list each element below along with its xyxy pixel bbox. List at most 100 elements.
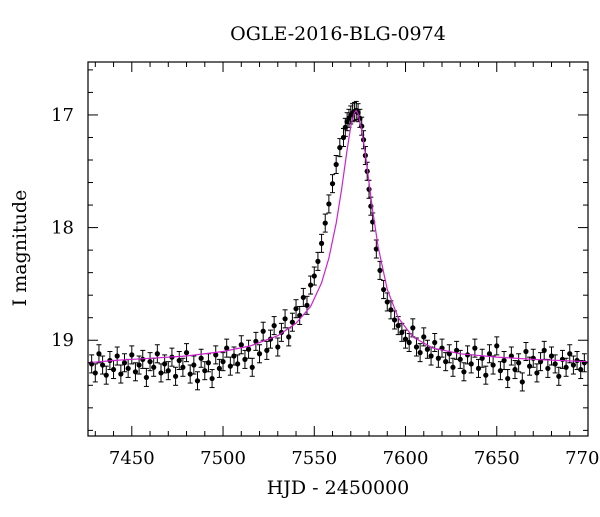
data-point bbox=[158, 363, 164, 383]
data-point bbox=[512, 360, 518, 380]
data-point bbox=[494, 336, 500, 356]
data-point bbox=[333, 155, 339, 175]
data-point bbox=[220, 352, 226, 372]
data-point bbox=[311, 266, 317, 286]
x-tick-label: 7500 bbox=[200, 448, 246, 469]
data-point bbox=[490, 355, 496, 375]
data-point bbox=[486, 344, 493, 364]
x-tick-label: 7450 bbox=[109, 448, 155, 469]
plot-frame bbox=[87, 61, 589, 437]
data-point bbox=[260, 321, 266, 341]
data-point bbox=[96, 344, 102, 364]
data-point bbox=[114, 346, 120, 366]
data-point bbox=[216, 358, 222, 378]
y-axis-ticks: 17 18 19 bbox=[51, 69, 588, 431]
data-point bbox=[508, 346, 514, 366]
data-point bbox=[537, 352, 544, 372]
data-point bbox=[110, 360, 117, 380]
data-point bbox=[191, 355, 197, 375]
data-point bbox=[424, 339, 431, 359]
data-point bbox=[129, 345, 135, 365]
data-point bbox=[293, 299, 299, 319]
data-point bbox=[132, 362, 139, 382]
data-point bbox=[235, 354, 241, 374]
data-point bbox=[497, 361, 504, 381]
data-point bbox=[439, 338, 445, 358]
data-point bbox=[103, 365, 109, 385]
data-point bbox=[545, 358, 551, 378]
data-point bbox=[224, 338, 230, 358]
data-point bbox=[516, 353, 522, 373]
data-point bbox=[275, 337, 281, 357]
data-point bbox=[443, 352, 449, 372]
data-point bbox=[399, 322, 405, 342]
data-point bbox=[118, 364, 124, 384]
x-axis-ticks: 7450 7500 7550 7600 7650 7700 bbox=[94, 62, 600, 469]
data-point bbox=[242, 349, 248, 369]
data-point bbox=[501, 351, 507, 371]
model-curve bbox=[88, 109, 588, 364]
y-tick-label: 17 bbox=[51, 105, 74, 126]
data-point bbox=[337, 138, 343, 158]
data-point bbox=[329, 174, 336, 194]
data-point bbox=[556, 366, 562, 386]
data-point bbox=[271, 316, 277, 336]
data-point bbox=[322, 213, 328, 233]
data-point bbox=[253, 331, 259, 351]
plot-area bbox=[88, 100, 588, 392]
data-point bbox=[326, 194, 332, 214]
data-point bbox=[552, 354, 558, 374]
data-point bbox=[256, 344, 263, 364]
data-point bbox=[527, 356, 533, 376]
data-point bbox=[165, 361, 171, 381]
chart-title: OGLE-2016-BLG-0974 bbox=[230, 23, 446, 45]
data-point bbox=[121, 353, 128, 373]
x-tick-label: 7700 bbox=[565, 448, 600, 469]
y-tick-label: 19 bbox=[51, 330, 74, 351]
data-point bbox=[541, 340, 547, 360]
data-point bbox=[454, 340, 460, 360]
data-point bbox=[176, 351, 182, 371]
data-point bbox=[413, 337, 420, 357]
data-point bbox=[450, 357, 456, 377]
data-point bbox=[479, 348, 485, 368]
data-point bbox=[308, 275, 314, 295]
data-point bbox=[406, 332, 412, 353]
data-point bbox=[154, 344, 160, 364]
data-point bbox=[457, 349, 463, 369]
data-point bbox=[446, 344, 452, 364]
data-point bbox=[183, 343, 190, 363]
data-point bbox=[417, 343, 423, 363]
data-point bbox=[534, 363, 540, 383]
data-point bbox=[519, 372, 525, 392]
data-point bbox=[461, 362, 467, 382]
data-point bbox=[286, 327, 292, 347]
data-point bbox=[563, 357, 569, 377]
data-point bbox=[505, 369, 511, 389]
data-point bbox=[180, 357, 186, 377]
data-point bbox=[483, 365, 489, 385]
x-tick-label: 7550 bbox=[291, 448, 337, 469]
data-point bbox=[578, 360, 584, 380]
data-point bbox=[282, 309, 288, 329]
data-point bbox=[99, 355, 106, 375]
data-point bbox=[373, 239, 379, 259]
data-point bbox=[570, 355, 577, 375]
data-point bbox=[249, 357, 255, 377]
data-point bbox=[194, 371, 201, 391]
data-point bbox=[381, 280, 387, 300]
data-point bbox=[475, 358, 482, 378]
data-point bbox=[209, 369, 215, 389]
data-point bbox=[410, 318, 416, 338]
data-point bbox=[172, 366, 179, 386]
data-point bbox=[567, 344, 573, 364]
data-point bbox=[213, 345, 219, 365]
data-point bbox=[143, 367, 149, 387]
data-point bbox=[428, 346, 434, 366]
data-point bbox=[523, 342, 529, 362]
data-point bbox=[198, 348, 204, 368]
data-point bbox=[245, 339, 252, 359]
x-tick-label: 7650 bbox=[474, 448, 520, 469]
data-point bbox=[391, 310, 398, 330]
